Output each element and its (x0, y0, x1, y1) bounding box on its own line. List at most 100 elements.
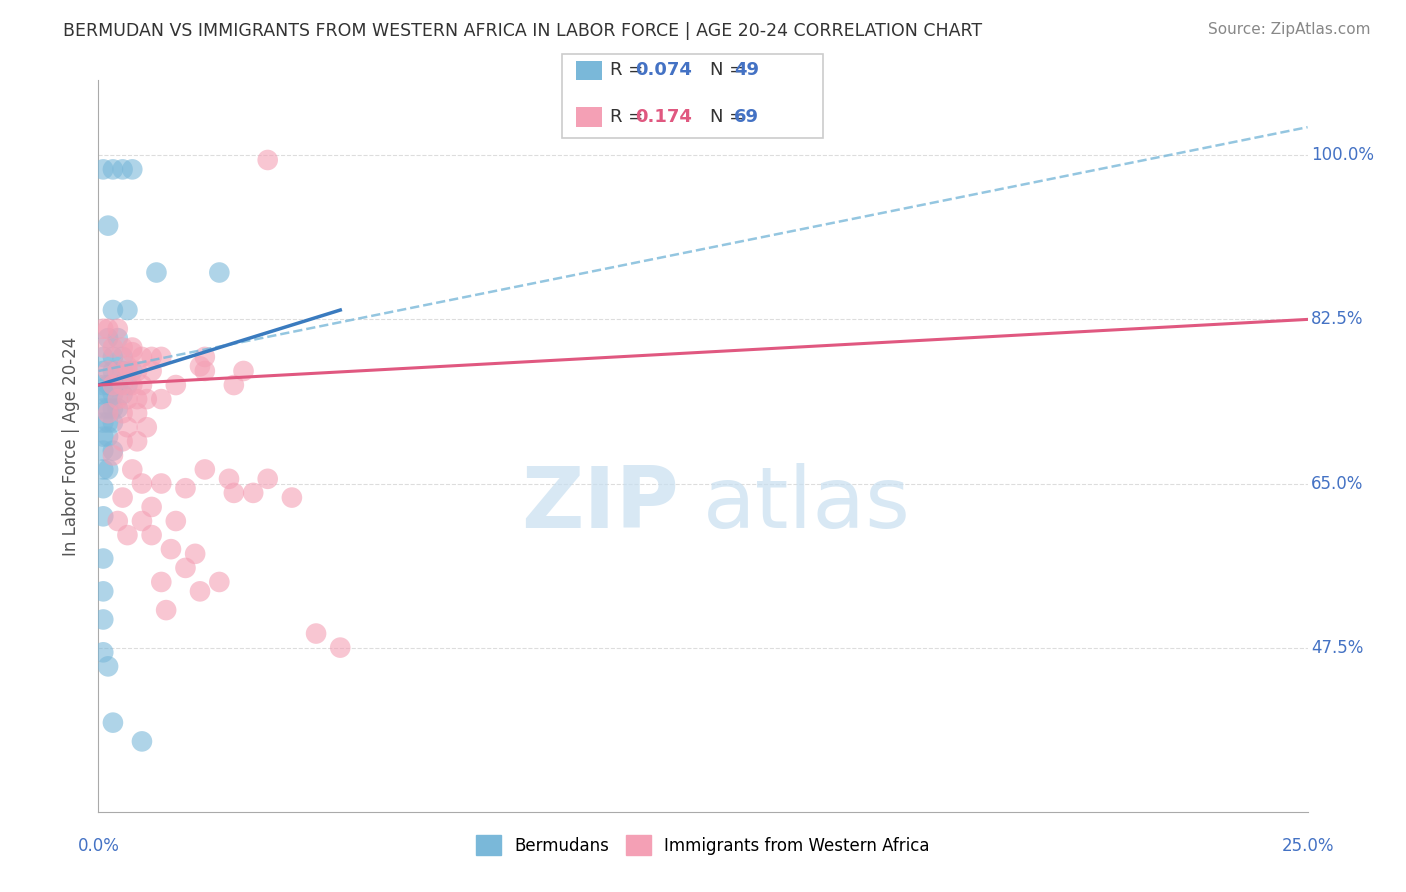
Point (127, 392, 149, 406)
Point (131, 734, 153, 748)
Point (107, 322, 129, 336)
Point (91, 416, 114, 430)
Point (97, 429, 120, 443)
Y-axis label: In Labor Force | Age 20-24: In Labor Force | Age 20-24 (62, 336, 80, 556)
Point (91, 378, 114, 392)
Point (101, 416, 124, 430)
Point (194, 350, 217, 364)
Text: 0.074: 0.074 (636, 62, 692, 79)
Point (91, 387, 114, 401)
Point (91, 162, 114, 177)
Point (121, 345, 143, 359)
Point (194, 462, 217, 476)
Point (141, 500, 163, 514)
Point (150, 574, 173, 589)
Point (165, 514, 187, 528)
Point (101, 449, 124, 463)
Point (101, 303, 124, 318)
Point (107, 331, 129, 345)
Point (107, 364, 129, 378)
Text: ZIP: ZIP (522, 463, 679, 546)
Point (111, 341, 134, 355)
Point (117, 359, 139, 374)
Text: 25.0%: 25.0% (1281, 837, 1334, 855)
Point (121, 462, 143, 476)
Point (91, 401, 114, 416)
Point (97, 401, 120, 416)
Point (121, 162, 143, 177)
Point (97, 322, 120, 336)
Point (121, 378, 143, 392)
Point (111, 387, 134, 401)
Point (131, 378, 153, 392)
Point (188, 584, 211, 599)
Point (141, 364, 163, 378)
Point (91, 645, 114, 659)
Point (208, 574, 231, 589)
Point (131, 514, 153, 528)
Point (222, 378, 245, 392)
Point (101, 401, 124, 416)
Text: Source: ZipAtlas.com: Source: ZipAtlas.com (1208, 22, 1371, 37)
Point (101, 443, 124, 458)
Point (135, 420, 157, 434)
Point (131, 350, 153, 364)
Point (160, 542, 183, 557)
Point (117, 303, 139, 318)
Text: 82.5%: 82.5% (1312, 310, 1364, 328)
Point (111, 434, 134, 449)
Point (97, 416, 120, 430)
Point (101, 350, 124, 364)
Point (91, 364, 114, 378)
Text: 47.5%: 47.5% (1312, 639, 1364, 657)
Point (305, 626, 328, 640)
Point (256, 153, 278, 167)
Point (117, 392, 139, 406)
Point (117, 528, 139, 542)
Point (91, 551, 114, 566)
Point (97, 219, 120, 233)
Point (208, 266, 231, 280)
Point (101, 162, 124, 177)
Point (141, 350, 163, 364)
Point (131, 476, 153, 491)
Text: 100.0%: 100.0% (1312, 146, 1374, 164)
Point (107, 514, 129, 528)
Text: 0.0%: 0.0% (77, 837, 120, 855)
Point (111, 406, 134, 420)
Point (127, 364, 149, 378)
Legend: Bermudans, Immigrants from Western Africa: Bermudans, Immigrants from Western Afric… (470, 829, 936, 862)
Point (127, 406, 149, 420)
Point (184, 547, 207, 561)
Text: R =: R = (610, 62, 650, 79)
Point (155, 603, 177, 617)
Point (91, 443, 114, 458)
Point (150, 476, 173, 491)
Text: atlas: atlas (703, 463, 911, 546)
Point (117, 364, 139, 378)
Point (91, 584, 114, 599)
Point (97, 462, 120, 476)
Point (107, 401, 129, 416)
Point (135, 392, 157, 406)
Point (97, 406, 120, 420)
Point (91, 481, 114, 495)
Point (111, 364, 134, 378)
Text: 69: 69 (734, 108, 759, 126)
Point (281, 491, 304, 505)
Point (127, 434, 149, 449)
Point (329, 640, 352, 655)
Point (256, 472, 278, 486)
Text: R =: R = (610, 108, 650, 126)
Point (101, 341, 124, 355)
Text: N =: N = (710, 108, 749, 126)
Point (91, 341, 114, 355)
Point (91, 612, 114, 626)
Point (101, 378, 124, 392)
Point (242, 486, 264, 500)
Point (117, 420, 139, 434)
Text: 0.174: 0.174 (636, 108, 692, 126)
Point (141, 528, 163, 542)
Point (111, 491, 134, 505)
Point (101, 387, 124, 401)
